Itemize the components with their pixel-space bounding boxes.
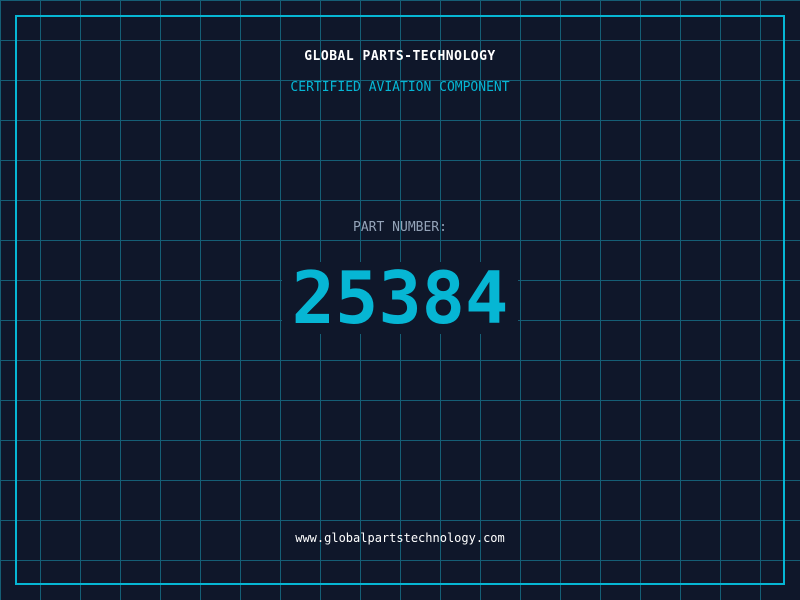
part-number-label: PART NUMBER:	[353, 220, 447, 235]
border-frame	[15, 15, 785, 585]
part-number-value: 25384	[282, 262, 518, 334]
company-title: GLOBAL PARTS-TECHNOLOGY	[304, 49, 496, 64]
certification-subtitle: CERTIFIED AVIATION COMPONENT	[290, 80, 510, 95]
website-url: www.globalpartstechnology.com	[295, 531, 505, 545]
